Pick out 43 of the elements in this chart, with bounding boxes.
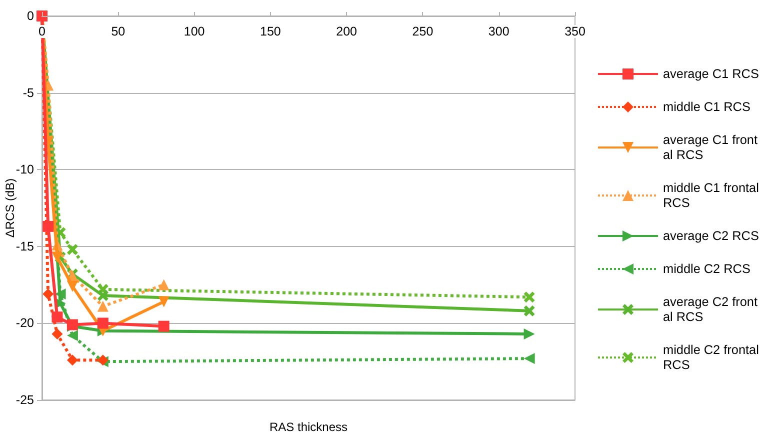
legend-label: average C1 frontal RCS [663, 133, 758, 162]
y-tick-label: -15 [16, 239, 34, 254]
x-tick-label: 0 [38, 24, 46, 38]
x-tick-label: 150 [260, 24, 281, 38]
x-tick-label: 250 [412, 24, 434, 38]
point [66, 354, 78, 366]
y-tick-label: -25 [16, 393, 34, 407]
point [97, 300, 108, 312]
legend-label: middle C2 RCS [663, 262, 750, 276]
y-tick-label: 0 [27, 9, 34, 23]
x-tick-label: 200 [336, 24, 358, 38]
point [524, 292, 535, 303]
y-tick-label: -10 [16, 162, 34, 177]
legend-label: average C2 RCS [663, 229, 759, 243]
point [158, 279, 170, 290]
legend-label: average C2 frontal RCS [663, 295, 758, 324]
legend-label: middle C1 frontal RCS [663, 181, 762, 210]
y-tick-label: -5 [22, 86, 34, 100]
point [66, 330, 78, 341]
point [158, 320, 170, 332]
legend-label: middle C1 RCS [663, 100, 750, 114]
point [97, 318, 108, 329]
x-tick-label: 100 [184, 24, 205, 38]
point [97, 290, 108, 302]
point [524, 353, 535, 364]
point [158, 296, 170, 308]
legend-label: middle C2 frontal RCS [663, 343, 762, 372]
point [524, 305, 535, 316]
y-axis-title: ΔRCS (dB) [3, 178, 17, 238]
legend-label: average C1 RCS [663, 67, 759, 81]
point [52, 312, 63, 323]
x-axis-title: RAS thickness [269, 420, 348, 434]
point [42, 288, 54, 300]
point [52, 252, 63, 263]
x-tick-label: 300 [488, 24, 510, 38]
point [66, 280, 78, 292]
y-tick-label: -20 [16, 316, 34, 330]
point [66, 244, 78, 255]
x-tick-label: 50 [111, 24, 126, 38]
point [52, 328, 63, 340]
point [524, 328, 535, 340]
point [42, 220, 54, 232]
x-tick-label: 350 [564, 24, 586, 38]
